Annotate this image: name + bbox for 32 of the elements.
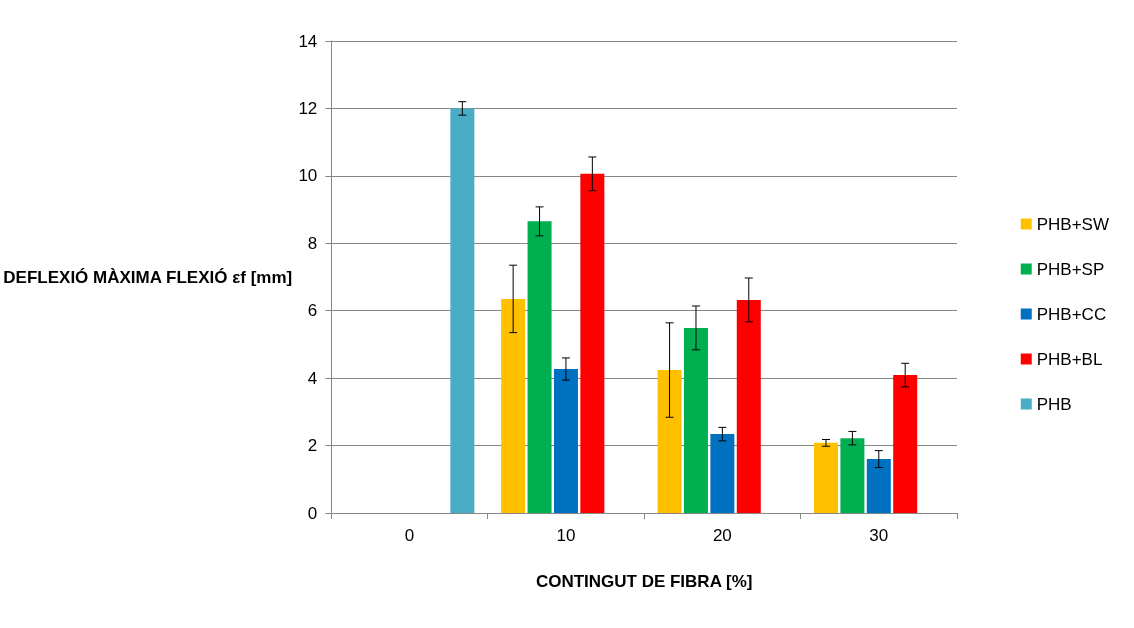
bar	[710, 434, 735, 513]
y-tick-label: 14	[298, 31, 318, 51]
bar	[657, 370, 682, 513]
y-tick-label: 8	[307, 233, 318, 253]
legend-label: PHB+BL	[1036, 349, 1103, 369]
y-axis-title: DEFLEXIÓ MÀXIMA FLEXIÓ εf [mm]	[3, 267, 293, 287]
bar	[553, 369, 578, 513]
y-tick-label: 0	[307, 503, 318, 523]
legend-label: PHB+CC	[1036, 304, 1107, 324]
x-tick-label: 20	[712, 526, 732, 545]
x-axis-title: CONTINGUT DE FIBRA [%]	[535, 572, 753, 591]
bar	[893, 375, 918, 513]
bar	[840, 438, 865, 513]
x-tick-label: 30	[869, 526, 889, 545]
bar	[580, 173, 605, 513]
bar	[527, 221, 552, 513]
legend-label: PHB+SP	[1036, 259, 1105, 279]
bar	[736, 299, 761, 513]
bar	[683, 327, 708, 513]
y-tick-label: 12	[298, 98, 318, 118]
bar	[866, 459, 891, 513]
legend-label: PHB	[1036, 394, 1072, 414]
bar	[813, 442, 838, 513]
bar	[450, 108, 475, 513]
y-tick-label: 2	[307, 436, 318, 456]
x-tick-label: 0	[404, 526, 415, 545]
y-tick-label: 10	[298, 166, 318, 186]
x-tick-label: 10	[556, 526, 576, 545]
bar	[501, 298, 526, 513]
legend-label: PHB+SW	[1036, 214, 1110, 234]
y-tick-label: 6	[307, 301, 318, 321]
y-tick-label: 4	[307, 368, 318, 388]
